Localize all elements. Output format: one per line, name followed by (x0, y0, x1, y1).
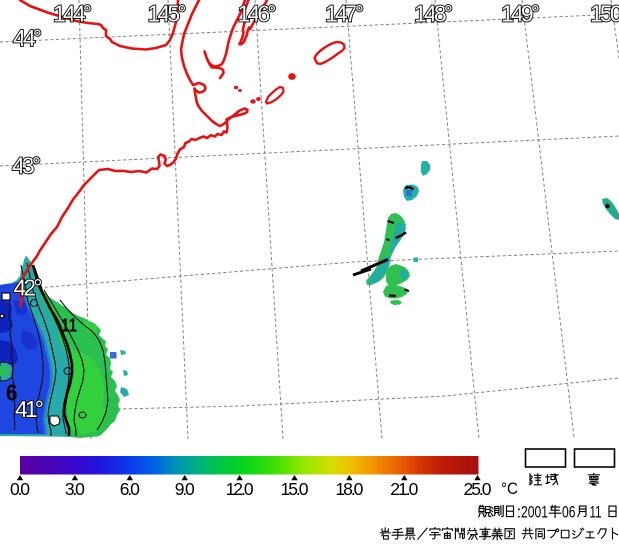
svg-text:06: 06 (562, 503, 576, 522)
svg-text:6: 6 (6, 380, 18, 406)
svg-text:144°: 144° (53, 1, 92, 27)
svg-text:9.0: 9.0 (175, 479, 195, 499)
svg-text:15.0: 15.0 (281, 479, 309, 499)
svg-text:3.0: 3.0 (65, 479, 85, 499)
svg-text:25.0: 25.0 (464, 479, 492, 499)
svg-text:149°: 149° (501, 1, 540, 27)
svg-text:145°: 145° (148, 1, 187, 27)
svg-text:12.0: 12.0 (226, 479, 254, 499)
svg-text:°C: °C (501, 479, 518, 498)
svg-text:11: 11 (590, 503, 602, 522)
svg-text:42°: 42° (14, 275, 43, 301)
svg-text:147°: 147° (325, 1, 364, 27)
svg-text::: : (517, 503, 522, 522)
svg-text:0.0: 0.0 (10, 479, 30, 499)
svg-text:2001: 2001 (521, 503, 548, 522)
svg-text:44°: 44° (13, 25, 42, 51)
svg-text:11: 11 (61, 316, 77, 336)
svg-text:43°: 43° (12, 153, 41, 179)
svg-text:148°: 148° (414, 1, 453, 27)
svg-text:41°: 41° (15, 396, 44, 422)
svg-text:150°: 150° (590, 1, 619, 27)
svg-text:18.0: 18.0 (335, 479, 363, 499)
svg-text:146°: 146° (238, 1, 277, 27)
svg-text:21.0: 21.0 (390, 479, 418, 499)
svg-text:6.0: 6.0 (120, 479, 140, 499)
